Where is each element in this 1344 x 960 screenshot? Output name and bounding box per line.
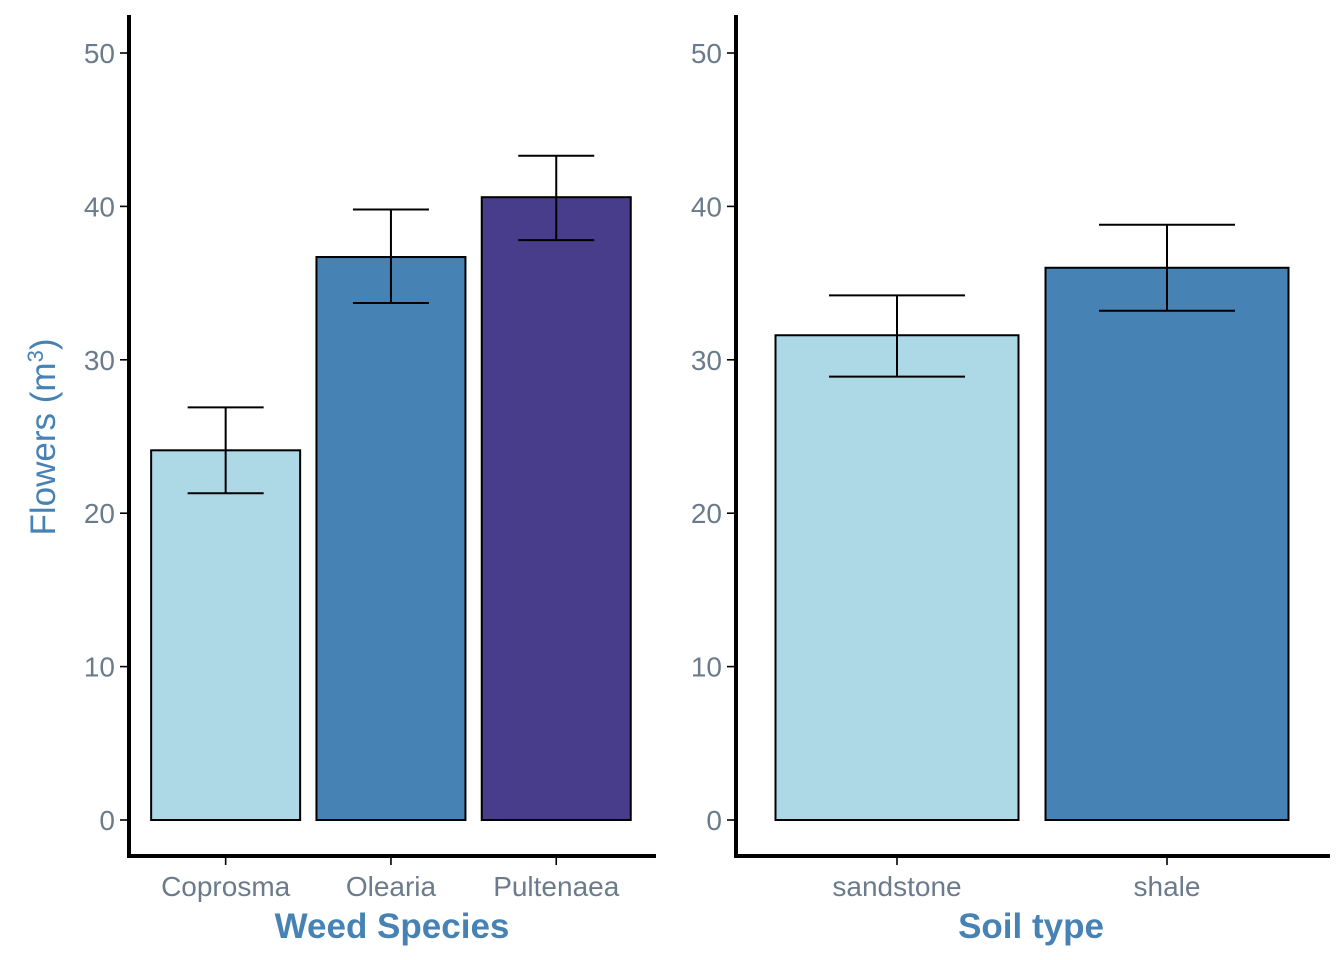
error-bars <box>829 223 1235 378</box>
x-axis-title: Weed Species <box>275 907 510 946</box>
bars <box>774 266 1290 821</box>
y-tick-label: 10 <box>84 652 115 683</box>
y-tick-label: 10 <box>691 652 722 683</box>
y-axis-title-close-paren: ) <box>24 339 63 351</box>
y-axis-title-open-paren: ( <box>24 391 63 413</box>
y-tick-label: 30 <box>691 345 722 376</box>
y-tick-label: 0 <box>99 805 115 836</box>
y-axis-title-main: Flowers <box>24 413 63 536</box>
bar-shale <box>1044 266 1290 821</box>
y-tick-label: 40 <box>691 191 722 222</box>
panel-soil-type: 0 10 20 30 40 50 sandstone shale Soil type <box>691 15 1330 946</box>
x-axis-ticks: sandstone shale <box>832 856 1200 902</box>
y-axis-title: Flowers (m3) <box>23 339 64 536</box>
y-axis-ticks: 0 10 20 30 40 50 <box>691 38 736 836</box>
error-bars <box>187 154 595 495</box>
y-axis-ticks: 0 10 20 30 40 50 <box>84 38 129 836</box>
y-tick-label: 50 <box>691 38 722 69</box>
y-tick-label: 20 <box>84 498 115 529</box>
y-axis-title-unit-base: m <box>24 362 63 391</box>
bar-olearia <box>315 256 467 822</box>
y-tick-label: 30 <box>84 345 115 376</box>
panel-weed-species: 0 10 20 30 40 50 Coprosma Olearia Pultenaea Wee… <box>23 15 656 946</box>
bar-pultenaea <box>480 196 632 822</box>
bars <box>150 196 632 822</box>
x-tick-label: shale <box>1134 871 1201 902</box>
y-tick-label: 50 <box>84 38 115 69</box>
y-tick-label: 40 <box>84 191 115 222</box>
x-tick-label: sandstone <box>832 871 961 902</box>
bar-sandstone <box>774 334 1020 821</box>
x-axis-title: Soil type <box>958 907 1104 946</box>
x-tick-label: Pultenaea <box>493 871 620 902</box>
x-axis-ticks: Coprosma Olearia Pultenaea <box>161 856 620 902</box>
y-axis-title-unit-sup: 3 <box>23 350 48 362</box>
y-tick-label: 0 <box>706 805 722 836</box>
y-tick-label: 20 <box>691 498 722 529</box>
bar-coprosma <box>150 449 302 821</box>
x-tick-label: Coprosma <box>161 871 291 902</box>
x-tick-label: Olearia <box>346 871 437 902</box>
